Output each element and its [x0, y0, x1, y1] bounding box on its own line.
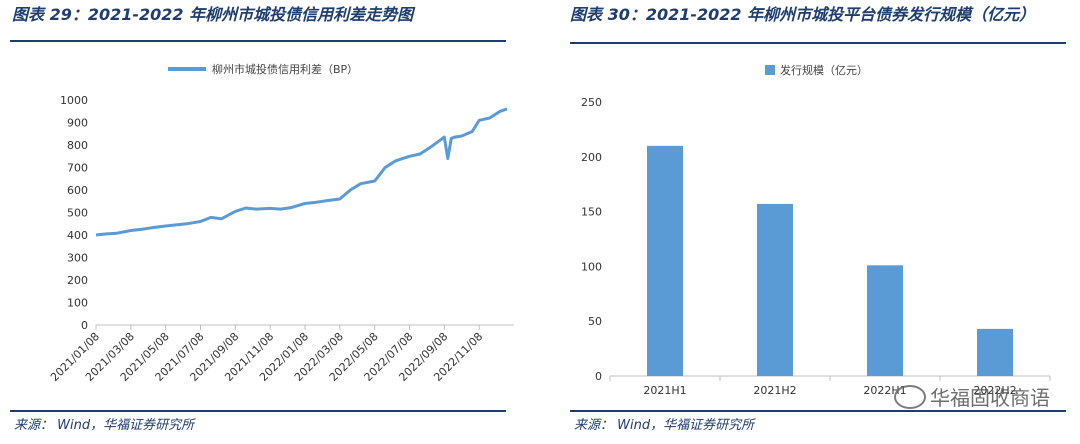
y-tick-label: 500: [67, 207, 88, 220]
y-tick-label: 200: [581, 151, 602, 164]
y-tick-label: 100: [67, 297, 88, 310]
y-tick-label: 900: [67, 117, 88, 130]
x-tick-label: 2022H2: [973, 384, 1016, 397]
title-divider: [570, 42, 1066, 44]
x-tick-label: 2021H1: [643, 384, 686, 397]
y-tick-label: 1000: [60, 94, 88, 107]
y-tick-label: 200: [67, 274, 88, 287]
right-source-note: 来源： Wind，华福证券研究所: [574, 418, 755, 433]
line-chart-panel: 图表 29：2021-2022 年柳州市城投债信用利差走势图 柳州市城投债信用利…: [0, 0, 520, 444]
y-tick-label: 700: [67, 162, 88, 175]
bar: [757, 203, 793, 376]
line-chart-svg: 柳州市城投债信用利差（BP） 0 100 200 300 400 500 600 700 800 9…: [48, 62, 514, 384]
wechat-icon: [894, 384, 926, 409]
y-tick-label: 250: [581, 96, 602, 109]
y-tick-label: 0: [81, 319, 88, 332]
source-divider: [10, 410, 506, 412]
line-chart-title: 图表 29：2021-2022 年柳州市城投债信用利差走势图: [12, 5, 414, 24]
legend-label: 柳州市城投债信用利差（BP）: [212, 62, 358, 76]
bar-chart-panel: 图表 30：2021-2022 年柳州市城投平台债券发行规模（亿元） 发行规模（…: [560, 0, 1080, 444]
y-tick-label: 150: [581, 206, 602, 219]
bar: [867, 265, 903, 376]
y-tick-label: 600: [67, 184, 88, 197]
y-tick-label: 300: [67, 252, 88, 265]
y-tick-label: 0: [595, 370, 602, 383]
bar: [647, 145, 683, 376]
legend-swatch: [765, 65, 775, 75]
bar-chart-svg: 发行规模（亿元） 0 50 100 150 200 250 2021H1 2021H2 2022H…: [581, 63, 1051, 397]
y-tick-label: 100: [581, 260, 602, 273]
y-tick-label: 400: [67, 229, 88, 242]
source-divider: [570, 410, 1066, 412]
left-source-note: 来源： Wind，华福证券研究所: [14, 418, 195, 433]
watermark: 华福固收商语: [894, 382, 1050, 411]
y-tick-label: 50: [588, 315, 602, 328]
y-tick-label: 800: [67, 139, 88, 152]
legend-label: 发行规模（亿元）: [780, 63, 868, 77]
watermark-text: 华福固收商语: [930, 386, 1050, 410]
bar: [977, 328, 1013, 376]
series-line: [95, 107, 508, 237]
bar-chart-title: 图表 30：2021-2022 年柳州市城投平台债券发行规模（亿元）: [570, 5, 1036, 24]
x-tick-label: 2021H2: [753, 384, 796, 397]
title-divider: [10, 40, 506, 42]
